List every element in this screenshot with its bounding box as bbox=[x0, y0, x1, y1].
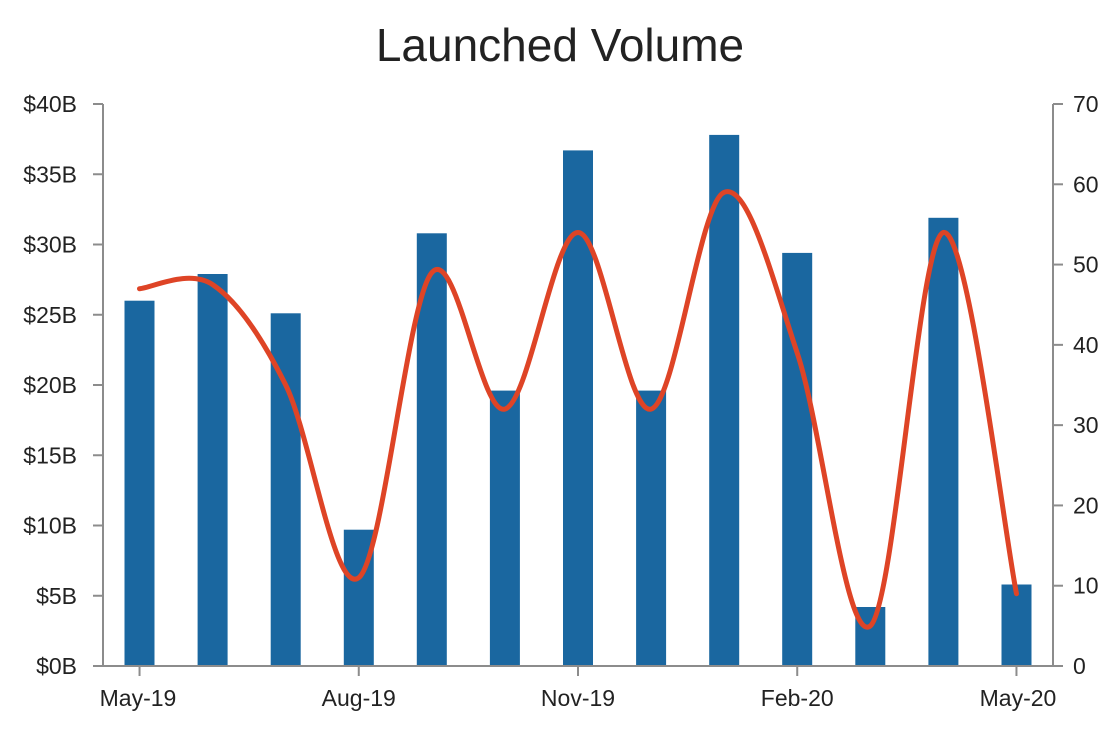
bar-May-20 bbox=[1001, 584, 1032, 666]
line-series bbox=[137, 189, 1019, 630]
x-tick-label: Feb-20 bbox=[761, 685, 834, 711]
y-left-tick-label: $25B bbox=[23, 302, 77, 328]
axes-group: $0B $5B $10B $15B $20B $25B $30B $35B $40B 0 10 20 3… bbox=[23, 91, 1098, 711]
y-left-tick-label: $10B bbox=[23, 513, 77, 539]
bar-Jan-20 bbox=[709, 134, 740, 666]
x-tick-label: Nov-19 bbox=[541, 685, 615, 711]
bar-Jul-19 bbox=[270, 313, 301, 666]
bar-Dec-19 bbox=[636, 390, 667, 666]
bars-group bbox=[124, 134, 1032, 667]
bar-Oct-19 bbox=[489, 390, 520, 666]
y-right-tick-label: 70 bbox=[1073, 91, 1099, 117]
bar-Sep-19 bbox=[416, 233, 447, 667]
y-right-tick-label: 40 bbox=[1073, 332, 1099, 358]
y-right-tick-label: 20 bbox=[1073, 492, 1099, 518]
y-left-tick-label: $40B bbox=[23, 91, 77, 117]
y-right-tick-label: 60 bbox=[1073, 171, 1099, 197]
x-tick-label: May-20 bbox=[980, 685, 1057, 711]
x-tick-label: Aug-19 bbox=[322, 685, 396, 711]
bar-Nov-19 bbox=[563, 150, 593, 666]
line-group bbox=[137, 189, 1019, 630]
y-left-tick-label: $20B bbox=[23, 372, 77, 398]
y-left-tick-label: $0B bbox=[36, 653, 77, 679]
y-right-tick-label: 30 bbox=[1073, 412, 1099, 438]
y-left-tick-label: $30B bbox=[23, 232, 77, 258]
y-right-tick-label: 0 bbox=[1073, 653, 1086, 679]
y-left-tick-label: $35B bbox=[23, 161, 77, 187]
chart-title: Launched Volume bbox=[375, 19, 745, 71]
y-right-tick-label: 50 bbox=[1073, 252, 1099, 278]
bar-May-19 bbox=[124, 300, 155, 666]
y-left-tick-label: $5B bbox=[36, 583, 77, 609]
y-left-tick-label: $15B bbox=[23, 442, 77, 468]
bar-Apr-20 bbox=[928, 217, 959, 667]
x-tick-label: May-19 bbox=[100, 685, 177, 711]
bar-Jun-19 bbox=[197, 274, 228, 666]
y-right-tick-label: 10 bbox=[1073, 573, 1099, 599]
